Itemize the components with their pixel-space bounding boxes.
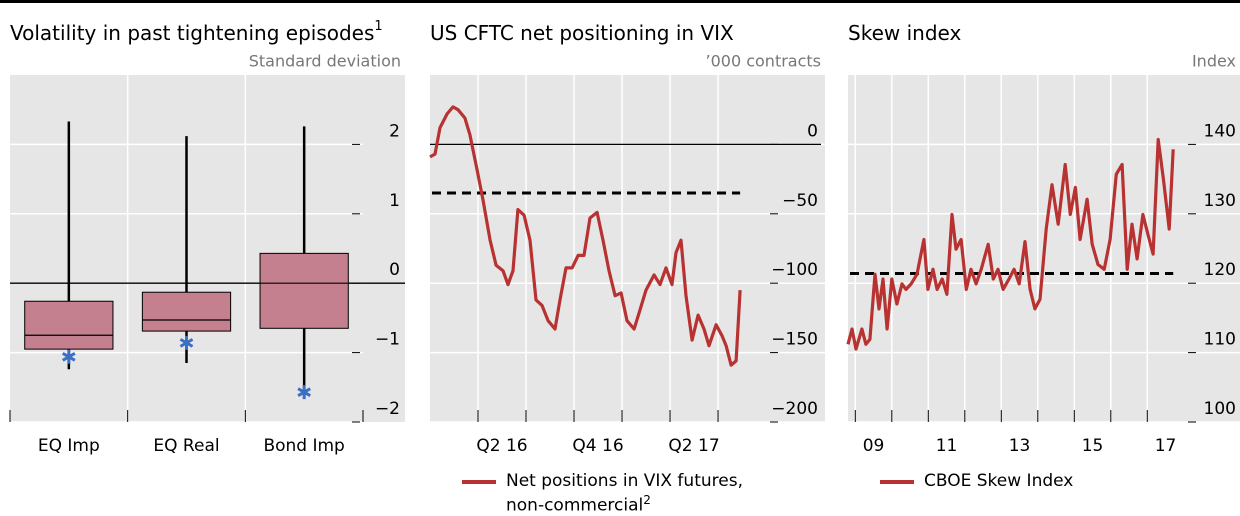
y-tick-label: 1: [389, 191, 400, 211]
legend-swatch: [462, 480, 496, 484]
x-tick-label: EQ Imp: [38, 436, 100, 456]
y-tick-label: −1: [375, 330, 400, 350]
x-tick-label: EQ Real: [153, 436, 219, 456]
y-tick-label: 110: [1204, 330, 1236, 350]
legend-item: Net positions in VIX futures, non-commer…: [462, 472, 802, 516]
legend-item: CBOE Skew Index: [880, 472, 1220, 491]
plot-background: [430, 75, 825, 422]
x-tick-label: 15: [1082, 436, 1104, 456]
y-axis-label: Standard deviation: [249, 52, 401, 71]
x-tick-label: 13: [1009, 436, 1031, 456]
line-series: [846, 137, 1175, 351]
legend-label: CBOE Skew Index: [924, 472, 1184, 491]
title-text: US CFTC net positioning in VIX: [430, 21, 734, 45]
top-rule: [0, 0, 1240, 3]
x-tick-label: 17: [1155, 436, 1177, 456]
y-tick-label: 140: [1204, 121, 1236, 141]
legend-label: Net positions in VIX futures, non-commer…: [506, 472, 766, 516]
panel-title: Volatility in past tightening episodes1: [10, 19, 383, 45]
title-text: Volatility in past tightening episodes: [10, 21, 374, 45]
y-tick-label: −2: [375, 399, 400, 419]
marker: [62, 349, 76, 364]
y-tick-label: 100: [1204, 399, 1236, 419]
legend-note: 2: [643, 493, 651, 507]
x-tick-label: 11: [936, 436, 958, 456]
y-tick-label: −50: [782, 191, 818, 211]
box: [141, 291, 232, 332]
x-tick-label: Q2 17: [668, 436, 719, 456]
x-tick-label: Bond Imp: [263, 436, 344, 456]
y-axis-label: Index: [1192, 52, 1236, 71]
y-tick-label: −200: [771, 399, 818, 419]
legend-swatch: [880, 480, 914, 484]
title-text: Skew index: [848, 21, 961, 45]
plot-background: [10, 75, 405, 422]
marker: [179, 335, 194, 350]
title-note: 1: [374, 19, 382, 34]
panel-title: Skew index: [848, 21, 961, 45]
y-axis-label: ’000 contracts: [706, 52, 822, 71]
x-tick-label: Q4 16: [572, 436, 623, 456]
y-tick-label: 130: [1204, 191, 1236, 211]
marker: [297, 385, 311, 400]
y-tick-label: 0: [389, 260, 400, 280]
box: [24, 300, 114, 350]
y-tick-label: −150: [771, 330, 818, 350]
y-tick-label: −100: [771, 260, 818, 280]
legend-text: CBOE Skew Index: [924, 471, 1074, 491]
y-tick-label: 2: [389, 121, 400, 141]
line-series: [429, 105, 742, 367]
legend-text: Net positions in VIX futures, non-commer…: [506, 471, 743, 516]
y-tick-label: 0: [807, 121, 818, 141]
y-tick-label: 120: [1204, 260, 1236, 280]
x-tick-label: Q2 16: [476, 436, 527, 456]
x-tick-label: 09: [863, 436, 885, 456]
panel-title: US CFTC net positioning in VIX: [430, 21, 734, 45]
box: [259, 252, 349, 329]
